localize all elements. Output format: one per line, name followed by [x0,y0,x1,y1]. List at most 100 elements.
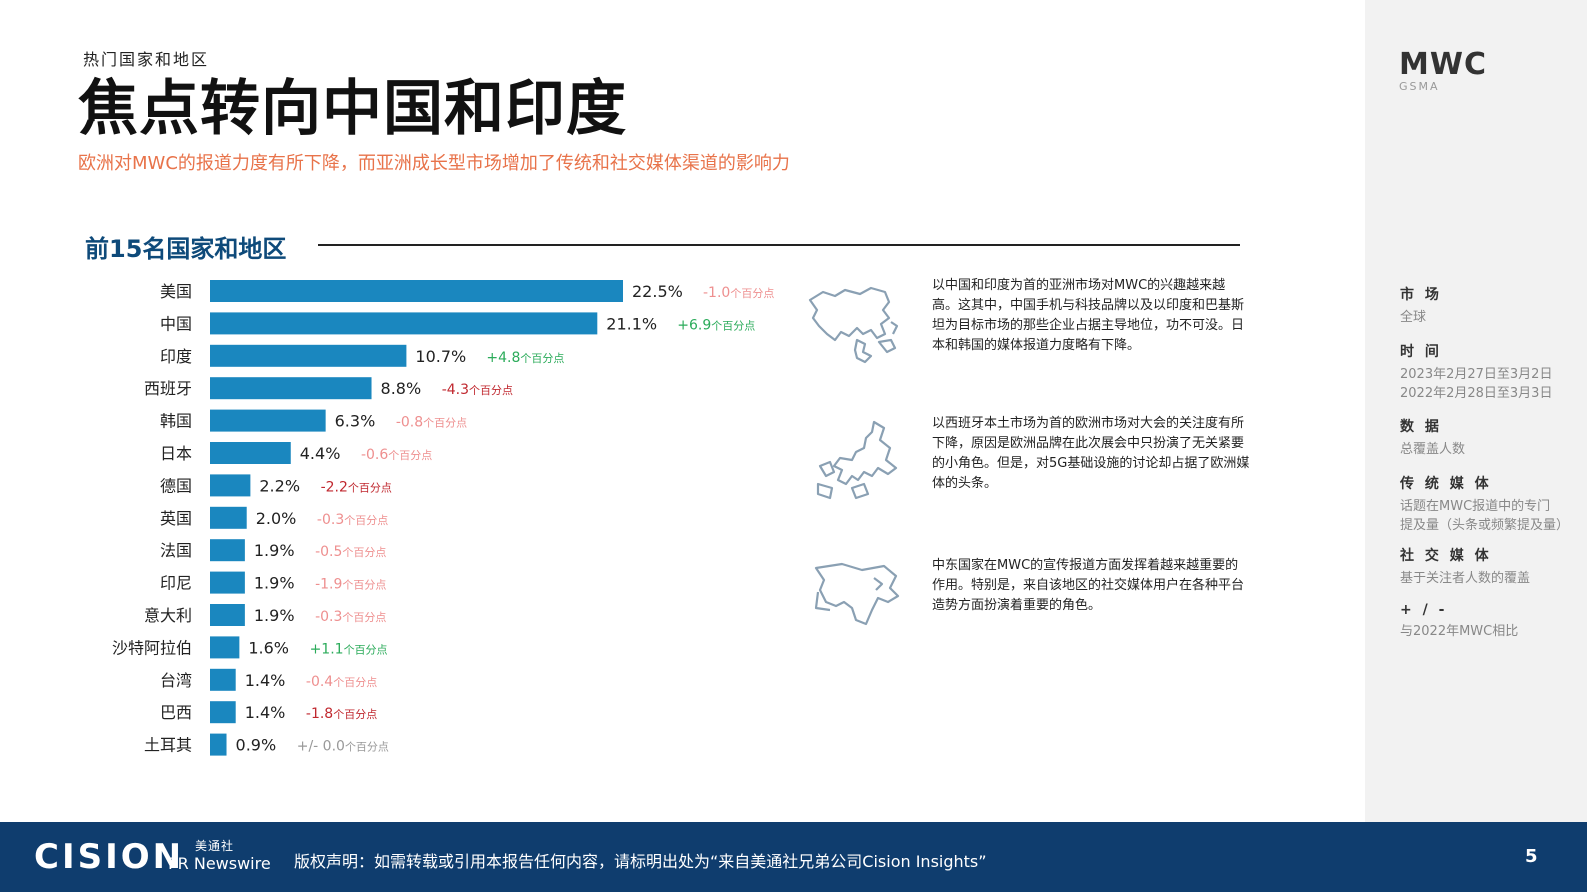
category-label: 印度 [160,347,192,366]
category-label: 德国 [160,476,192,495]
legend-value: 2022年2月28日至3月3日 [1400,386,1553,401]
note-europe: 以西班牙本土市场为首的欧洲市场对大会的关注度有所下降，原因是欧洲品牌在此次展会中… [932,416,1250,491]
change-label: -1.0个百分点 [703,285,774,301]
prn-logo-cn: 美通社 [195,839,235,853]
legend-value: 提及量（头条或频繁提及量） [1400,518,1570,533]
value-label: 10.7% [415,347,466,366]
copyright-notice: 版权声明：如需转载或引用本报告任何内容，请标明出处为“来自美通社兄弟公司Cisi… [294,852,987,871]
bar [210,604,245,626]
legend-value: 全球 [1400,310,1427,325]
legend-block: + / - 与2022年MWC相比 [1400,602,1580,641]
bar [210,442,291,464]
change-label: -1.9个百分点 [315,577,386,593]
category-label: 日本 [160,444,192,463]
legend-block: 时 间 2023年2月27日至3月2日 2022年2月28日至3月3日 [1400,341,1580,403]
legend-block: 市 场全球 [1400,284,1580,327]
value-label: 6.3% [335,412,376,431]
mwc-logo: MWC GSMA [1399,47,1487,94]
legend-value: 基于关注者人数的覆盖 [1400,571,1531,586]
legend-label: 社 交 媒 体 [1400,548,1492,564]
value-label: 0.9% [236,736,277,755]
bar [210,636,240,659]
logo-sub: GSMA [1399,80,1440,93]
bar [210,571,245,594]
bar [210,539,245,562]
legend-label: + / - [1400,602,1448,618]
category-label: 巴西 [160,703,192,722]
value-label: 2.0% [256,509,297,528]
change-label: +1.1个百分点 [310,641,388,657]
bar [210,733,227,756]
bar [210,668,236,691]
category-label: 土耳其 [144,736,192,755]
change-label: -0.4个百分点 [306,674,377,690]
change-label: -0.6个百分点 [361,447,432,463]
bar [210,409,326,432]
change-label: +4.8个百分点 [486,350,564,366]
section-divider [318,244,1240,246]
category-label: 意大利 [144,606,192,625]
category-label: 美国 [160,282,192,301]
category-label: 印尼 [160,574,192,593]
legend-label: 市 场 [1400,287,1442,303]
prn-logo: PR Newswire [168,854,271,873]
legend-value: 2023年2月27日至3月2日 [1400,367,1553,382]
asia-map-icon [808,286,899,364]
value-label: 8.8% [381,379,422,398]
value-label: 1.9% [254,574,295,593]
legend-label: 传 统 媒 体 [1400,476,1492,492]
sidebar: MWC GSMA 市 场全球时 间 2023年2月27日至3月2日 2022年2月2… [1365,0,1587,822]
chart-title: 前15名国家和地区 [85,235,287,263]
footer: CISION 美通社 PR Newswire 版权声明：如需转载或引用本报告任何… [0,822,1587,892]
change-label: +6.9个百分点 [677,317,755,333]
category-label: 沙特阿拉伯 [112,638,192,657]
legend-value: 话题在MWC报道中的专门 [1400,499,1551,514]
bar [210,312,598,335]
change-label: -0.5个百分点 [315,544,386,560]
bar [210,344,407,367]
cision-logo: CISION [34,837,185,877]
page-subtitle: 欧洲对MWC的报道力度有所下降，而亚洲成长型市场增加了传统和社交媒体渠道的影响力 [78,153,790,174]
bar [210,377,372,400]
page-title: 焦点转向中国和印度 [78,74,627,144]
legend-block: 社 交 媒 体基于关注者人数的覆盖 [1400,545,1580,588]
value-label: 1.9% [254,541,295,560]
value-label: 1.4% [245,671,286,690]
legend-value: 与2022年MWC相比 [1400,624,1519,639]
legend-block: 数 据总覆盖人数 [1400,416,1580,459]
note-middle-east: 中东国家在MWC的宣传报道方面发挥着越来越重要的作用。特别是，来自该地区的社交媒… [932,558,1245,613]
bar [210,474,251,497]
bar [210,701,236,724]
change-label: -4.3个百分点 [442,382,513,398]
legend-value: 总覆盖人数 [1400,442,1466,457]
category-label: 韩国 [160,412,192,431]
category-label: 英国 [160,509,192,528]
value-label: 1.6% [248,638,289,657]
value-label: 22.5% [632,282,683,301]
category-label: 法国 [160,541,192,560]
value-label: 1.4% [245,703,286,722]
category-label: 西班牙 [144,379,192,398]
bar [210,280,623,302]
logo-main: MWC [1399,47,1487,82]
legend-block: 传 统 媒 体话题在MWC报道中的专门提及量（头条或频繁提及量） [1400,473,1580,535]
change-label: -1.8个百分点 [306,706,377,722]
legend-label: 时 间 [1400,344,1442,360]
change-label: -0.3个百分点 [315,609,386,625]
note-asia: 以中国和印度为首的亚洲市场对MWC的兴趣越来越高。这其中，中国手机与科技品牌以及… [932,278,1245,353]
middle-east-map-icon [814,562,900,626]
category-label: 台湾 [160,671,192,690]
legend-label: 数 据 [1400,419,1442,435]
change-label: +/- 0.0个百分点 [297,739,389,755]
value-label: 2.2% [259,476,300,495]
page-number: 5 [1525,846,1538,867]
change-label: -2.2个百分点 [321,479,392,495]
supertitle: 热门国家和地区 [83,50,210,69]
value-label: 1.9% [254,606,295,625]
change-label: -0.3个百分点 [317,512,388,528]
change-label: -0.8个百分点 [396,415,467,431]
value-label: 21.1% [606,314,657,333]
main-content: 热门国家和地区 焦点转向中国和印度 欧洲对MWC的报道力度有所下降，而亚洲成长型… [78,50,1250,756]
europe-map-icon [816,420,898,500]
